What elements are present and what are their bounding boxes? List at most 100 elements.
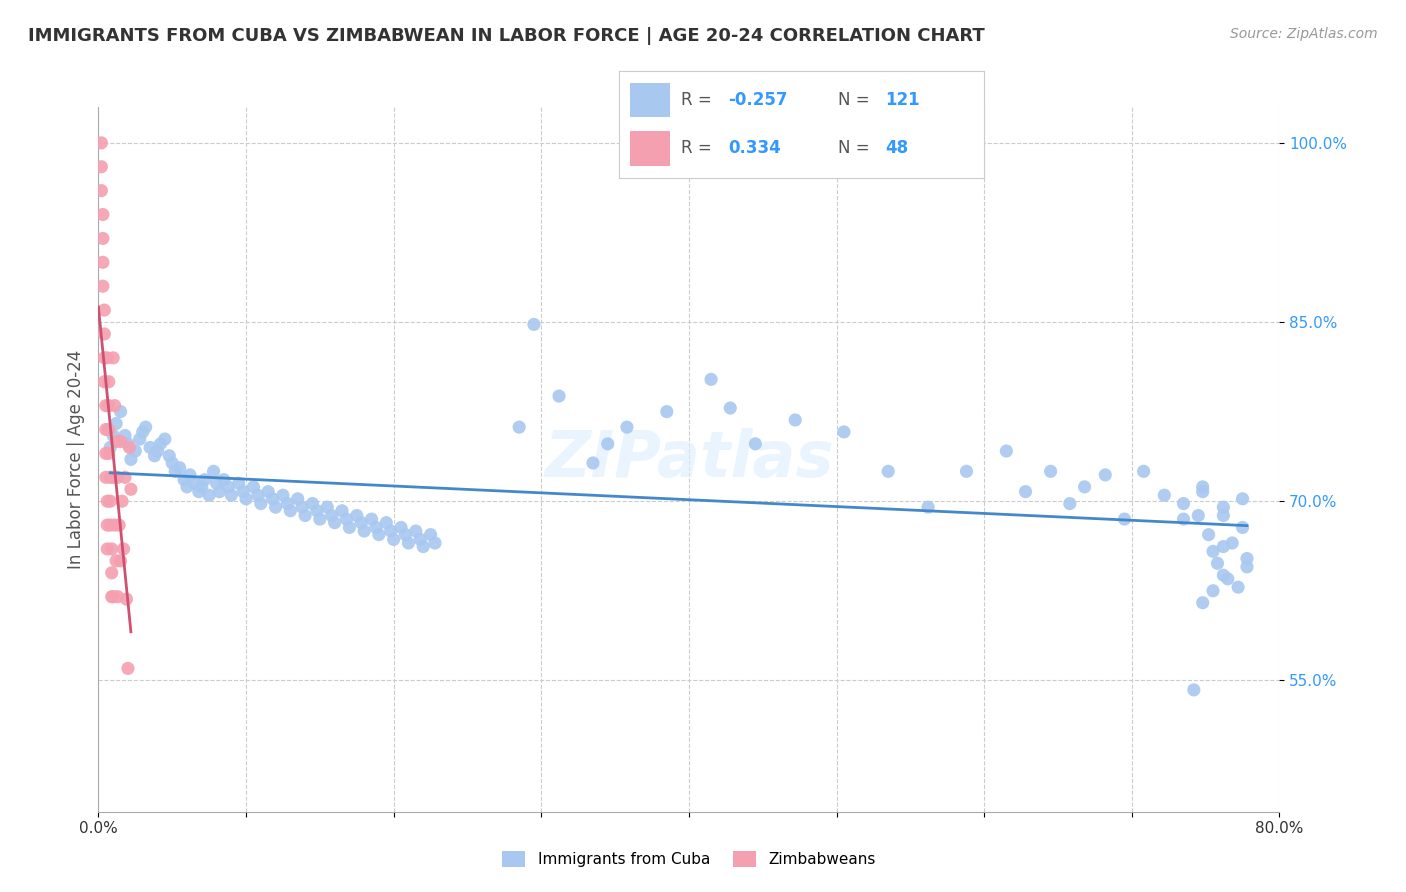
Text: R =: R = — [681, 139, 717, 157]
Point — [523, 318, 546, 332]
Text: N =: N = — [838, 91, 875, 109]
Point — [100, 541, 122, 556]
Point — [232, 484, 254, 499]
Point — [202, 464, 225, 478]
Point — [120, 482, 142, 496]
Point — [718, 401, 741, 415]
Point — [91, 279, 114, 293]
Point — [1132, 464, 1154, 478]
Point — [1198, 527, 1220, 541]
Point — [179, 467, 201, 482]
Point — [375, 516, 398, 530]
Point — [1014, 484, 1036, 499]
Point — [97, 423, 120, 437]
Point — [350, 516, 373, 530]
Point — [96, 494, 118, 508]
Point — [1212, 568, 1234, 582]
Point — [173, 473, 195, 487]
Point — [398, 536, 420, 550]
Point — [353, 524, 375, 538]
Point — [212, 473, 235, 487]
Point — [135, 420, 157, 434]
Point — [104, 518, 127, 533]
Text: -0.257: -0.257 — [728, 91, 787, 109]
Point — [955, 464, 977, 478]
Point — [548, 389, 571, 403]
Legend: Immigrants from Cuba, Zimbabweans: Immigrants from Cuba, Zimbabweans — [495, 843, 883, 874]
Point — [423, 536, 446, 550]
Point — [98, 494, 121, 508]
Point — [103, 351, 125, 365]
Point — [364, 520, 387, 534]
Text: N =: N = — [838, 139, 875, 157]
Point — [132, 425, 155, 439]
Point — [309, 512, 332, 526]
Point — [346, 508, 368, 523]
Point — [287, 491, 309, 506]
Point — [183, 476, 205, 491]
Point — [360, 512, 382, 526]
Point — [316, 500, 339, 515]
Point — [380, 524, 402, 538]
Point — [582, 456, 605, 470]
Point — [246, 488, 269, 502]
Point — [1059, 497, 1081, 511]
Point — [107, 470, 129, 484]
Point — [257, 484, 280, 499]
Point — [105, 417, 128, 431]
Point — [1191, 480, 1213, 494]
Point — [389, 520, 412, 534]
Point — [98, 441, 121, 455]
Point — [235, 491, 257, 506]
Point — [103, 590, 125, 604]
Point — [115, 592, 138, 607]
Point — [335, 512, 357, 526]
Point — [744, 437, 766, 451]
Point — [1232, 520, 1254, 534]
Point — [118, 441, 141, 455]
Point — [508, 420, 530, 434]
Point — [110, 404, 132, 418]
Point — [1173, 497, 1195, 511]
Point — [162, 456, 183, 470]
Point — [596, 437, 619, 451]
Point — [294, 508, 316, 523]
Point — [250, 497, 273, 511]
Point — [1212, 508, 1234, 523]
Point — [94, 446, 117, 460]
Point — [169, 460, 191, 475]
Point — [104, 399, 127, 413]
Point — [105, 554, 128, 568]
Point — [91, 208, 114, 222]
Point — [117, 437, 139, 451]
Point — [91, 231, 114, 245]
Point — [785, 413, 807, 427]
Point — [1187, 508, 1209, 523]
Text: 0.334: 0.334 — [728, 139, 782, 157]
Point — [1216, 572, 1239, 586]
Point — [149, 437, 172, 451]
Point — [1202, 583, 1225, 598]
Point — [1073, 480, 1095, 494]
Point — [228, 476, 250, 491]
Point — [368, 527, 391, 541]
Text: 48: 48 — [886, 139, 908, 157]
Point — [291, 500, 314, 515]
Point — [105, 434, 128, 449]
Point — [1212, 540, 1234, 554]
Text: R =: R = — [681, 91, 717, 109]
Point — [94, 470, 117, 484]
Point — [98, 518, 121, 533]
Point — [143, 449, 166, 463]
Point — [96, 541, 118, 556]
Point — [1191, 596, 1213, 610]
Point — [114, 470, 136, 484]
Point — [90, 184, 112, 198]
Point — [242, 480, 264, 494]
Point — [208, 484, 231, 499]
Point — [1212, 500, 1234, 515]
Point — [112, 541, 135, 556]
Point — [1191, 484, 1213, 499]
Point — [1236, 560, 1258, 574]
Point — [1220, 536, 1243, 550]
